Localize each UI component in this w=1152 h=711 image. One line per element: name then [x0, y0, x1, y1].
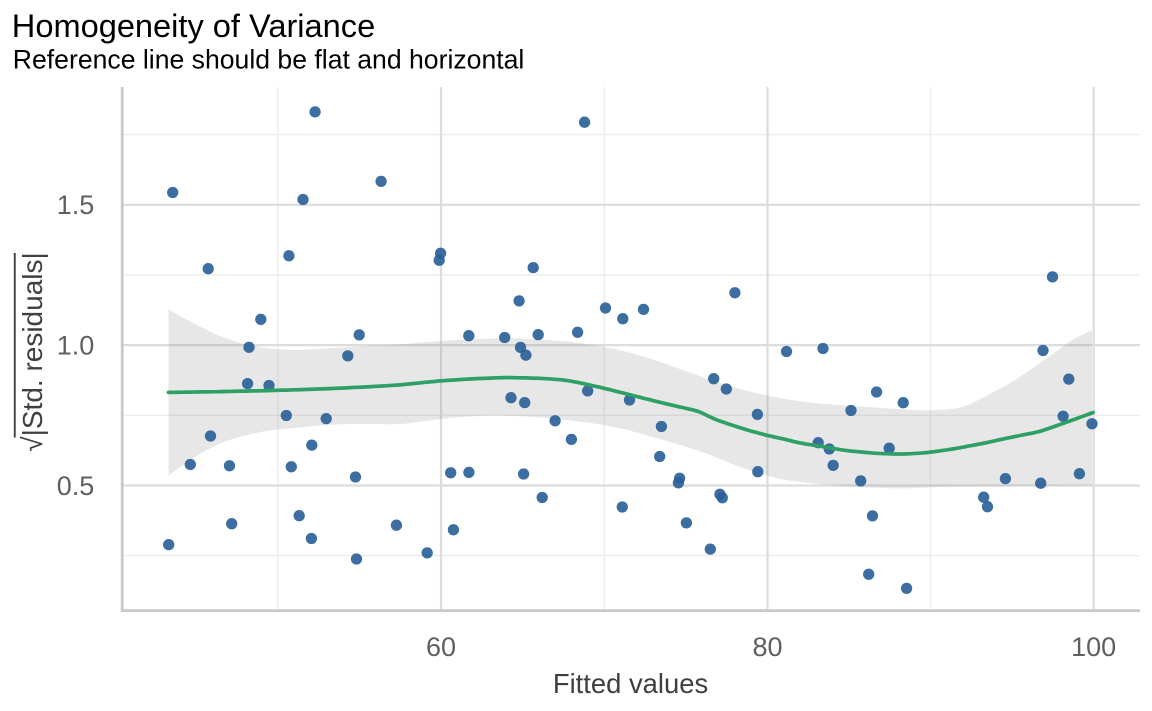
svg-text:100: 100 — [1071, 632, 1116, 662]
svg-text:Fitted values: Fitted values — [553, 668, 708, 699]
svg-text:1.5: 1.5 — [57, 190, 95, 220]
svg-text:Reference line should be flat: Reference line should be flat and horizo… — [13, 44, 525, 74]
svg-text:Homogeneity of Variance: Homogeneity of Variance — [12, 7, 375, 44]
svg-text:80: 80 — [752, 632, 782, 662]
svg-text:60: 60 — [426, 632, 456, 662]
svg-text:√|Std. residuals|: √|Std. residuals| — [17, 252, 48, 452]
svg-text:0.5: 0.5 — [57, 471, 95, 501]
svg-text:1.0: 1.0 — [57, 330, 95, 360]
